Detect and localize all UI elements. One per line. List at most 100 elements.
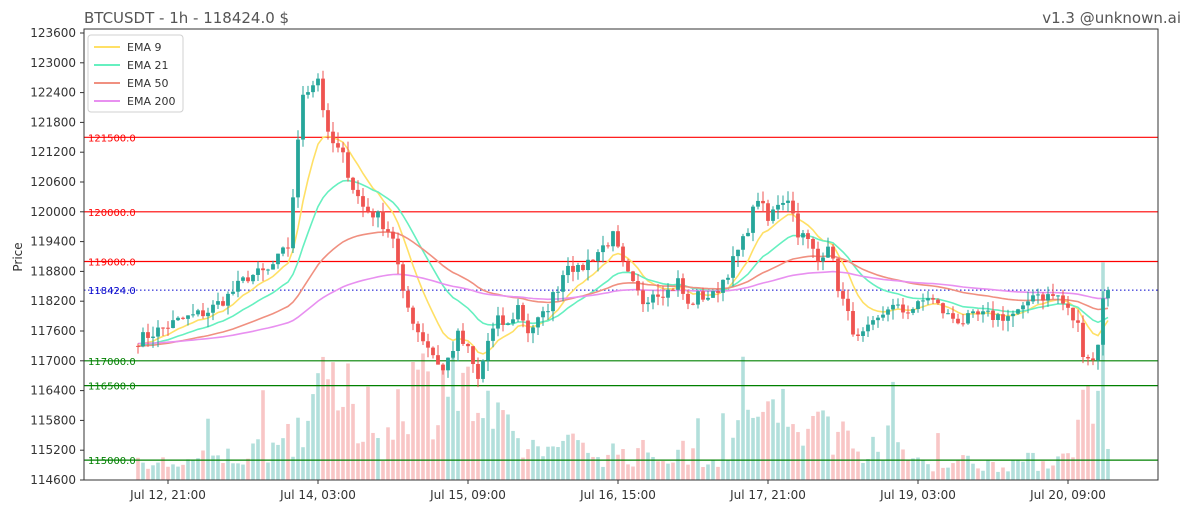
volume-bar	[936, 433, 940, 480]
volume-bar	[651, 456, 655, 480]
volume-bar	[966, 455, 970, 480]
candle-body	[361, 196, 365, 207]
x-tick-label: Jul 16, 15:00	[579, 488, 656, 502]
volume-bar	[1076, 419, 1080, 480]
candle-body	[611, 231, 615, 247]
candle-body	[416, 323, 420, 333]
candle-body	[976, 311, 980, 315]
volume-bar	[246, 458, 250, 480]
watermark: v1.3 @unknown.ai	[1042, 9, 1181, 27]
level-label: 119000.0	[88, 257, 136, 268]
level-label: 116500.0	[88, 382, 136, 393]
volume-bar	[401, 421, 405, 480]
volume-bar	[136, 457, 140, 480]
legend-label: EMA 50	[127, 77, 168, 90]
volume-bar	[836, 431, 840, 480]
volume-bar	[451, 353, 455, 480]
candle-body	[551, 292, 555, 312]
candle-body	[701, 291, 705, 300]
volume-bar	[336, 410, 340, 480]
candle-body	[136, 345, 140, 347]
candle-body	[1096, 344, 1100, 361]
candle-body	[501, 315, 505, 325]
candle-body	[301, 94, 305, 140]
volume-bar	[996, 471, 1000, 480]
volume-bar	[776, 422, 780, 480]
candle-body	[351, 177, 355, 190]
candle-body	[421, 332, 425, 342]
candle-body	[1051, 294, 1055, 296]
volume-bar	[511, 430, 515, 480]
plot-frame	[83, 28, 1159, 481]
candle-body	[371, 211, 375, 218]
candle-body	[681, 278, 685, 294]
volume-bar	[251, 443, 255, 480]
level-label: 121500.0	[88, 133, 136, 144]
volume-bar	[496, 402, 500, 480]
candle-body	[821, 257, 825, 262]
candle-body	[386, 229, 390, 232]
volume-bar	[781, 388, 785, 480]
candle-body	[376, 211, 380, 218]
candle-body	[581, 264, 585, 271]
volume-bar	[291, 456, 295, 480]
volume-bar	[161, 457, 165, 480]
volume-bar	[381, 460, 385, 480]
candle-body	[291, 197, 295, 249]
volume-bar	[711, 460, 715, 480]
candle-body	[346, 152, 350, 178]
candle-body	[1056, 295, 1060, 297]
candle-body	[941, 303, 945, 314]
volume-bar	[311, 394, 315, 480]
candle-body	[706, 297, 710, 300]
volume-bar	[946, 467, 950, 480]
chart-title: BTCUSDT - 1h - 118424.0 $	[84, 9, 290, 27]
level-label: 120000.0	[88, 208, 136, 219]
candle-body	[1081, 322, 1085, 357]
volume-bar	[491, 428, 495, 480]
volume-bar	[201, 450, 205, 480]
candle-body	[671, 289, 675, 291]
candle-body	[661, 296, 665, 298]
candle-body	[741, 236, 745, 250]
candle-body	[486, 340, 490, 361]
volume-bar	[301, 447, 305, 480]
candle-body	[261, 268, 265, 271]
volume-bar	[386, 427, 390, 480]
candle-body	[676, 278, 680, 290]
volume-bar	[621, 449, 625, 480]
candle-body	[631, 271, 635, 282]
candle-body	[276, 253, 280, 265]
volume-bar	[241, 464, 245, 480]
level-label: 115000.0	[88, 456, 136, 467]
volume-bar	[261, 390, 265, 480]
volume-bar	[366, 386, 370, 480]
candle-body	[1036, 294, 1040, 296]
candle-body	[191, 314, 195, 316]
volume-bar	[1091, 423, 1095, 480]
candle-body	[716, 291, 720, 293]
candle-body	[586, 259, 590, 271]
candle-body	[516, 305, 520, 320]
volume-bar	[1046, 468, 1050, 480]
candle-body	[1101, 298, 1105, 345]
y-tick-label: 121200	[30, 145, 76, 159]
candle-body	[746, 232, 750, 237]
volume-bar	[1031, 452, 1035, 480]
y-tick-label: 117000	[30, 354, 76, 368]
volume-bar	[1086, 385, 1090, 480]
volume-bar	[916, 457, 920, 480]
volume-bar	[1096, 390, 1100, 480]
candle-body	[321, 78, 325, 111]
volume-bar	[606, 454, 610, 480]
volume-bar	[546, 446, 550, 480]
candle-body	[366, 206, 370, 212]
candle-body	[426, 341, 430, 348]
volume-bar	[221, 463, 225, 480]
volume-bar	[421, 353, 425, 480]
volume-bar	[631, 466, 635, 480]
volume-bar	[636, 448, 640, 480]
candle-body	[186, 315, 190, 319]
volume-bar	[361, 441, 365, 480]
volume-bar	[266, 462, 270, 480]
